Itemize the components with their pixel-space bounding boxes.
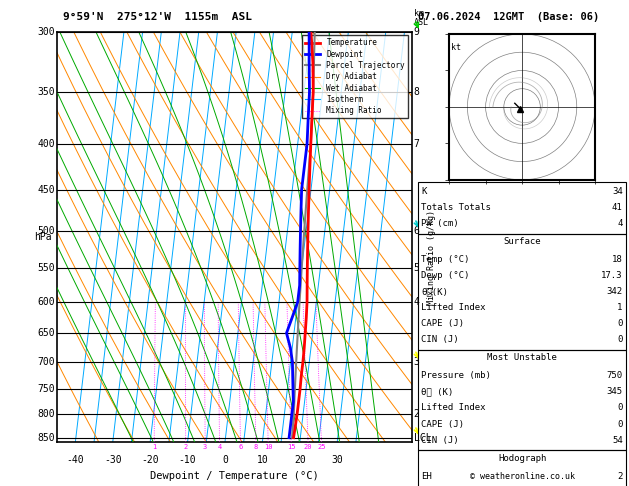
Text: 345: 345 xyxy=(606,387,623,397)
Text: 5: 5 xyxy=(414,263,420,273)
Text: Pressure (mb): Pressure (mb) xyxy=(421,371,491,381)
Text: 342: 342 xyxy=(606,287,623,296)
Text: 500: 500 xyxy=(37,226,55,236)
Text: 0: 0 xyxy=(222,454,228,465)
Text: Hodograph: Hodograph xyxy=(498,453,546,463)
Text: 800: 800 xyxy=(37,409,55,419)
Text: 700: 700 xyxy=(37,357,55,367)
Text: 4: 4 xyxy=(617,219,623,228)
Text: 750: 750 xyxy=(37,384,55,394)
Text: 7: 7 xyxy=(414,139,420,149)
Text: 0: 0 xyxy=(617,419,623,429)
Text: 54: 54 xyxy=(612,435,623,445)
Text: 9: 9 xyxy=(414,27,420,36)
Text: 850: 850 xyxy=(37,433,55,443)
Text: hPa: hPa xyxy=(35,232,52,242)
Text: Dewpoint / Temperature (°C): Dewpoint / Temperature (°C) xyxy=(150,471,319,481)
Text: 0: 0 xyxy=(617,319,623,329)
Text: 750: 750 xyxy=(606,371,623,381)
Text: 450: 450 xyxy=(37,185,55,195)
Text: 6: 6 xyxy=(414,226,420,236)
Text: 600: 600 xyxy=(37,297,55,307)
Text: 41: 41 xyxy=(612,203,623,212)
Text: -10: -10 xyxy=(179,454,196,465)
Text: 20: 20 xyxy=(294,454,306,465)
Text: 2: 2 xyxy=(184,444,188,451)
Text: Lifted Index: Lifted Index xyxy=(421,303,486,312)
Text: 1: 1 xyxy=(152,444,157,451)
Text: 8: 8 xyxy=(414,87,420,97)
Text: 4: 4 xyxy=(218,444,221,451)
Text: © weatheronline.co.uk: © weatheronline.co.uk xyxy=(470,472,574,481)
Text: 20: 20 xyxy=(304,444,313,451)
Text: 30: 30 xyxy=(331,454,343,465)
Text: 15: 15 xyxy=(287,444,296,451)
Text: LCL: LCL xyxy=(414,433,431,443)
Text: 8: 8 xyxy=(253,444,258,451)
Text: -40: -40 xyxy=(67,454,84,465)
Text: Lifted Index: Lifted Index xyxy=(421,403,486,413)
Text: 17.3: 17.3 xyxy=(601,271,623,280)
Text: 18: 18 xyxy=(612,255,623,264)
Text: 10: 10 xyxy=(257,454,268,465)
Text: θᴇ(K): θᴇ(K) xyxy=(421,287,448,296)
Text: Temp (°C): Temp (°C) xyxy=(421,255,470,264)
Text: Totals Totals: Totals Totals xyxy=(421,203,491,212)
Text: -30: -30 xyxy=(104,454,121,465)
Text: Dewp (°C): Dewp (°C) xyxy=(421,271,470,280)
Text: CAPE (J): CAPE (J) xyxy=(421,419,464,429)
Text: θᴇ (K): θᴇ (K) xyxy=(421,387,454,397)
Text: K: K xyxy=(421,187,427,196)
Text: EH: EH xyxy=(421,471,432,481)
Text: CIN (J): CIN (J) xyxy=(421,335,459,345)
Text: 07.06.2024  12GMT  (Base: 06): 07.06.2024 12GMT (Base: 06) xyxy=(418,12,599,22)
Text: 2: 2 xyxy=(617,471,623,481)
Text: PW (cm): PW (cm) xyxy=(421,219,459,228)
Text: CIN (J): CIN (J) xyxy=(421,435,459,445)
Text: 25: 25 xyxy=(317,444,326,451)
Text: 400: 400 xyxy=(37,139,55,149)
Text: 300: 300 xyxy=(37,27,55,36)
Text: Surface: Surface xyxy=(503,237,541,246)
Legend: Temperature, Dewpoint, Parcel Trajectory, Dry Adiabat, Wet Adiabat, Isotherm, Mi: Temperature, Dewpoint, Parcel Trajectory… xyxy=(302,35,408,118)
Text: 0: 0 xyxy=(617,335,623,345)
Text: 9°59'N  275°12'W  1155m  ASL: 9°59'N 275°12'W 1155m ASL xyxy=(63,12,252,22)
Text: Most Unstable: Most Unstable xyxy=(487,353,557,363)
Text: 4: 4 xyxy=(414,297,420,307)
Text: 350: 350 xyxy=(37,87,55,97)
Text: 0: 0 xyxy=(617,403,623,413)
Text: Mixing Ratio (g/kg): Mixing Ratio (g/kg) xyxy=(427,210,436,305)
Text: 6: 6 xyxy=(238,444,243,451)
Text: 10: 10 xyxy=(264,444,272,451)
Text: 3: 3 xyxy=(203,444,208,451)
Text: 550: 550 xyxy=(37,263,55,273)
Text: -20: -20 xyxy=(142,454,159,465)
Text: 2: 2 xyxy=(414,409,420,419)
Text: 1: 1 xyxy=(617,303,623,312)
Text: 3: 3 xyxy=(414,357,420,367)
Text: km
ASL: km ASL xyxy=(414,10,429,28)
Text: 34: 34 xyxy=(612,187,623,196)
Text: kt: kt xyxy=(451,43,461,52)
Text: 650: 650 xyxy=(37,328,55,338)
Text: CAPE (J): CAPE (J) xyxy=(421,319,464,329)
